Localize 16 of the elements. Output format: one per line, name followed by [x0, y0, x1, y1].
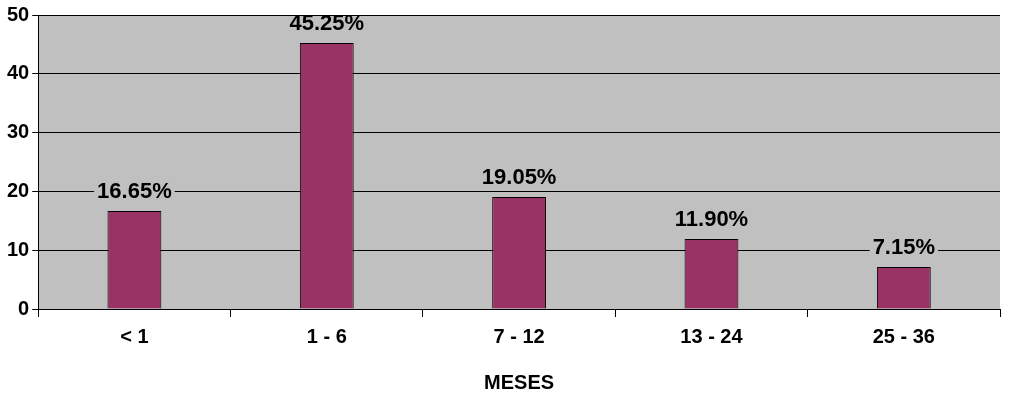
- x-axis-title: MESES: [484, 370, 555, 393]
- y-tick-label: 50: [7, 2, 30, 25]
- data-label: 11.90%: [674, 206, 749, 232]
- y-tick-label: 0: [18, 296, 30, 319]
- y-tick-label: 10: [7, 237, 30, 260]
- y-tick-label: 20: [7, 178, 30, 201]
- y-tick-label: 40: [7, 61, 30, 84]
- x-tick-label: 1 - 6: [306, 324, 347, 347]
- data-label: 19.05%: [481, 164, 557, 190]
- y-tick-label: 30: [7, 120, 30, 143]
- data-label: 16.65%: [97, 178, 172, 204]
- x-tick-label: 25 - 36: [872, 324, 935, 347]
- x-tick-label: < 1: [120, 324, 149, 347]
- x-tick-label: 7 - 12: [493, 324, 545, 347]
- data-label: 7.15%: [872, 234, 936, 260]
- x-tick-label: 13 - 24: [680, 324, 744, 347]
